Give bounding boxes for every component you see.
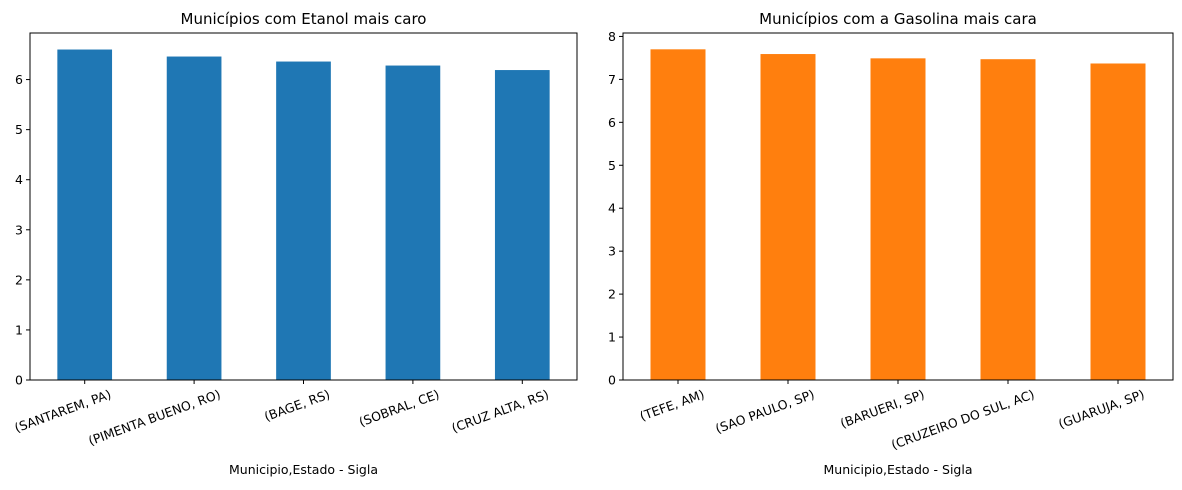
bar [276,61,331,380]
axes-frame [29,32,578,381]
x-tick-label: (SANTAREM, PA) [12,386,113,435]
bar [166,56,222,381]
bar [650,49,706,380]
x-tick-label: (BARUERI, SP) [838,386,926,430]
bar [57,49,113,381]
y-tick-label: 7 [608,72,616,87]
bar [760,54,816,381]
chart-panel-2: Municípios com a Gasolina mais cara 0 1 2 3 4… [608,10,1174,477]
y-tick-label: 6 [608,115,616,130]
bar [385,65,441,380]
y-tick-label: 4 [15,172,23,187]
y-tick-label: 6 [15,72,23,87]
y-tick-label: 4 [608,201,616,216]
bar [1090,63,1146,381]
y-tick-label: 1 [608,330,616,345]
y-tick-label: 3 [608,244,616,259]
x-axis-label: Municipio,Estado - Sigla [229,462,378,477]
y-tick-label: 8 [608,29,616,44]
y-tick-label: 3 [15,222,23,237]
x-tick-label: (TEFE, AM) [638,386,707,423]
x-tick-label: (SOBRAL, CE) [357,386,441,429]
x-tick-label: (SAO PAULO, SP) [713,386,816,436]
x-axis-label: Municipio,Estado - Sigla [824,462,973,477]
chart-panel-1: Municípios com Etanol mais caro 0 1 2 3 4 5 6 (S… [12,10,578,477]
chart-title: Municípios com Etanol mais caro [181,10,427,28]
x-tick-label: (CRUZ ALTA, RS) [450,386,551,435]
y-tick-label: 2 [608,287,616,302]
chart-title: Municípios com a Gasolina mais cara [759,10,1037,28]
y-tick-label: 0 [608,373,616,388]
bar [980,59,1036,381]
bar [870,58,926,381]
bar [494,70,550,380]
y-tick-label: 5 [608,158,616,173]
y-tick-label: 1 [15,322,23,337]
axes-frame [622,32,1174,381]
y-tick-label: 0 [15,373,23,388]
y-tick-label: 5 [15,122,23,137]
x-tick-label: (GUARUJA, SP) [1056,386,1146,431]
y-tick-label: 2 [15,272,23,287]
x-tick-label: (BAGE, RS) [262,386,332,424]
